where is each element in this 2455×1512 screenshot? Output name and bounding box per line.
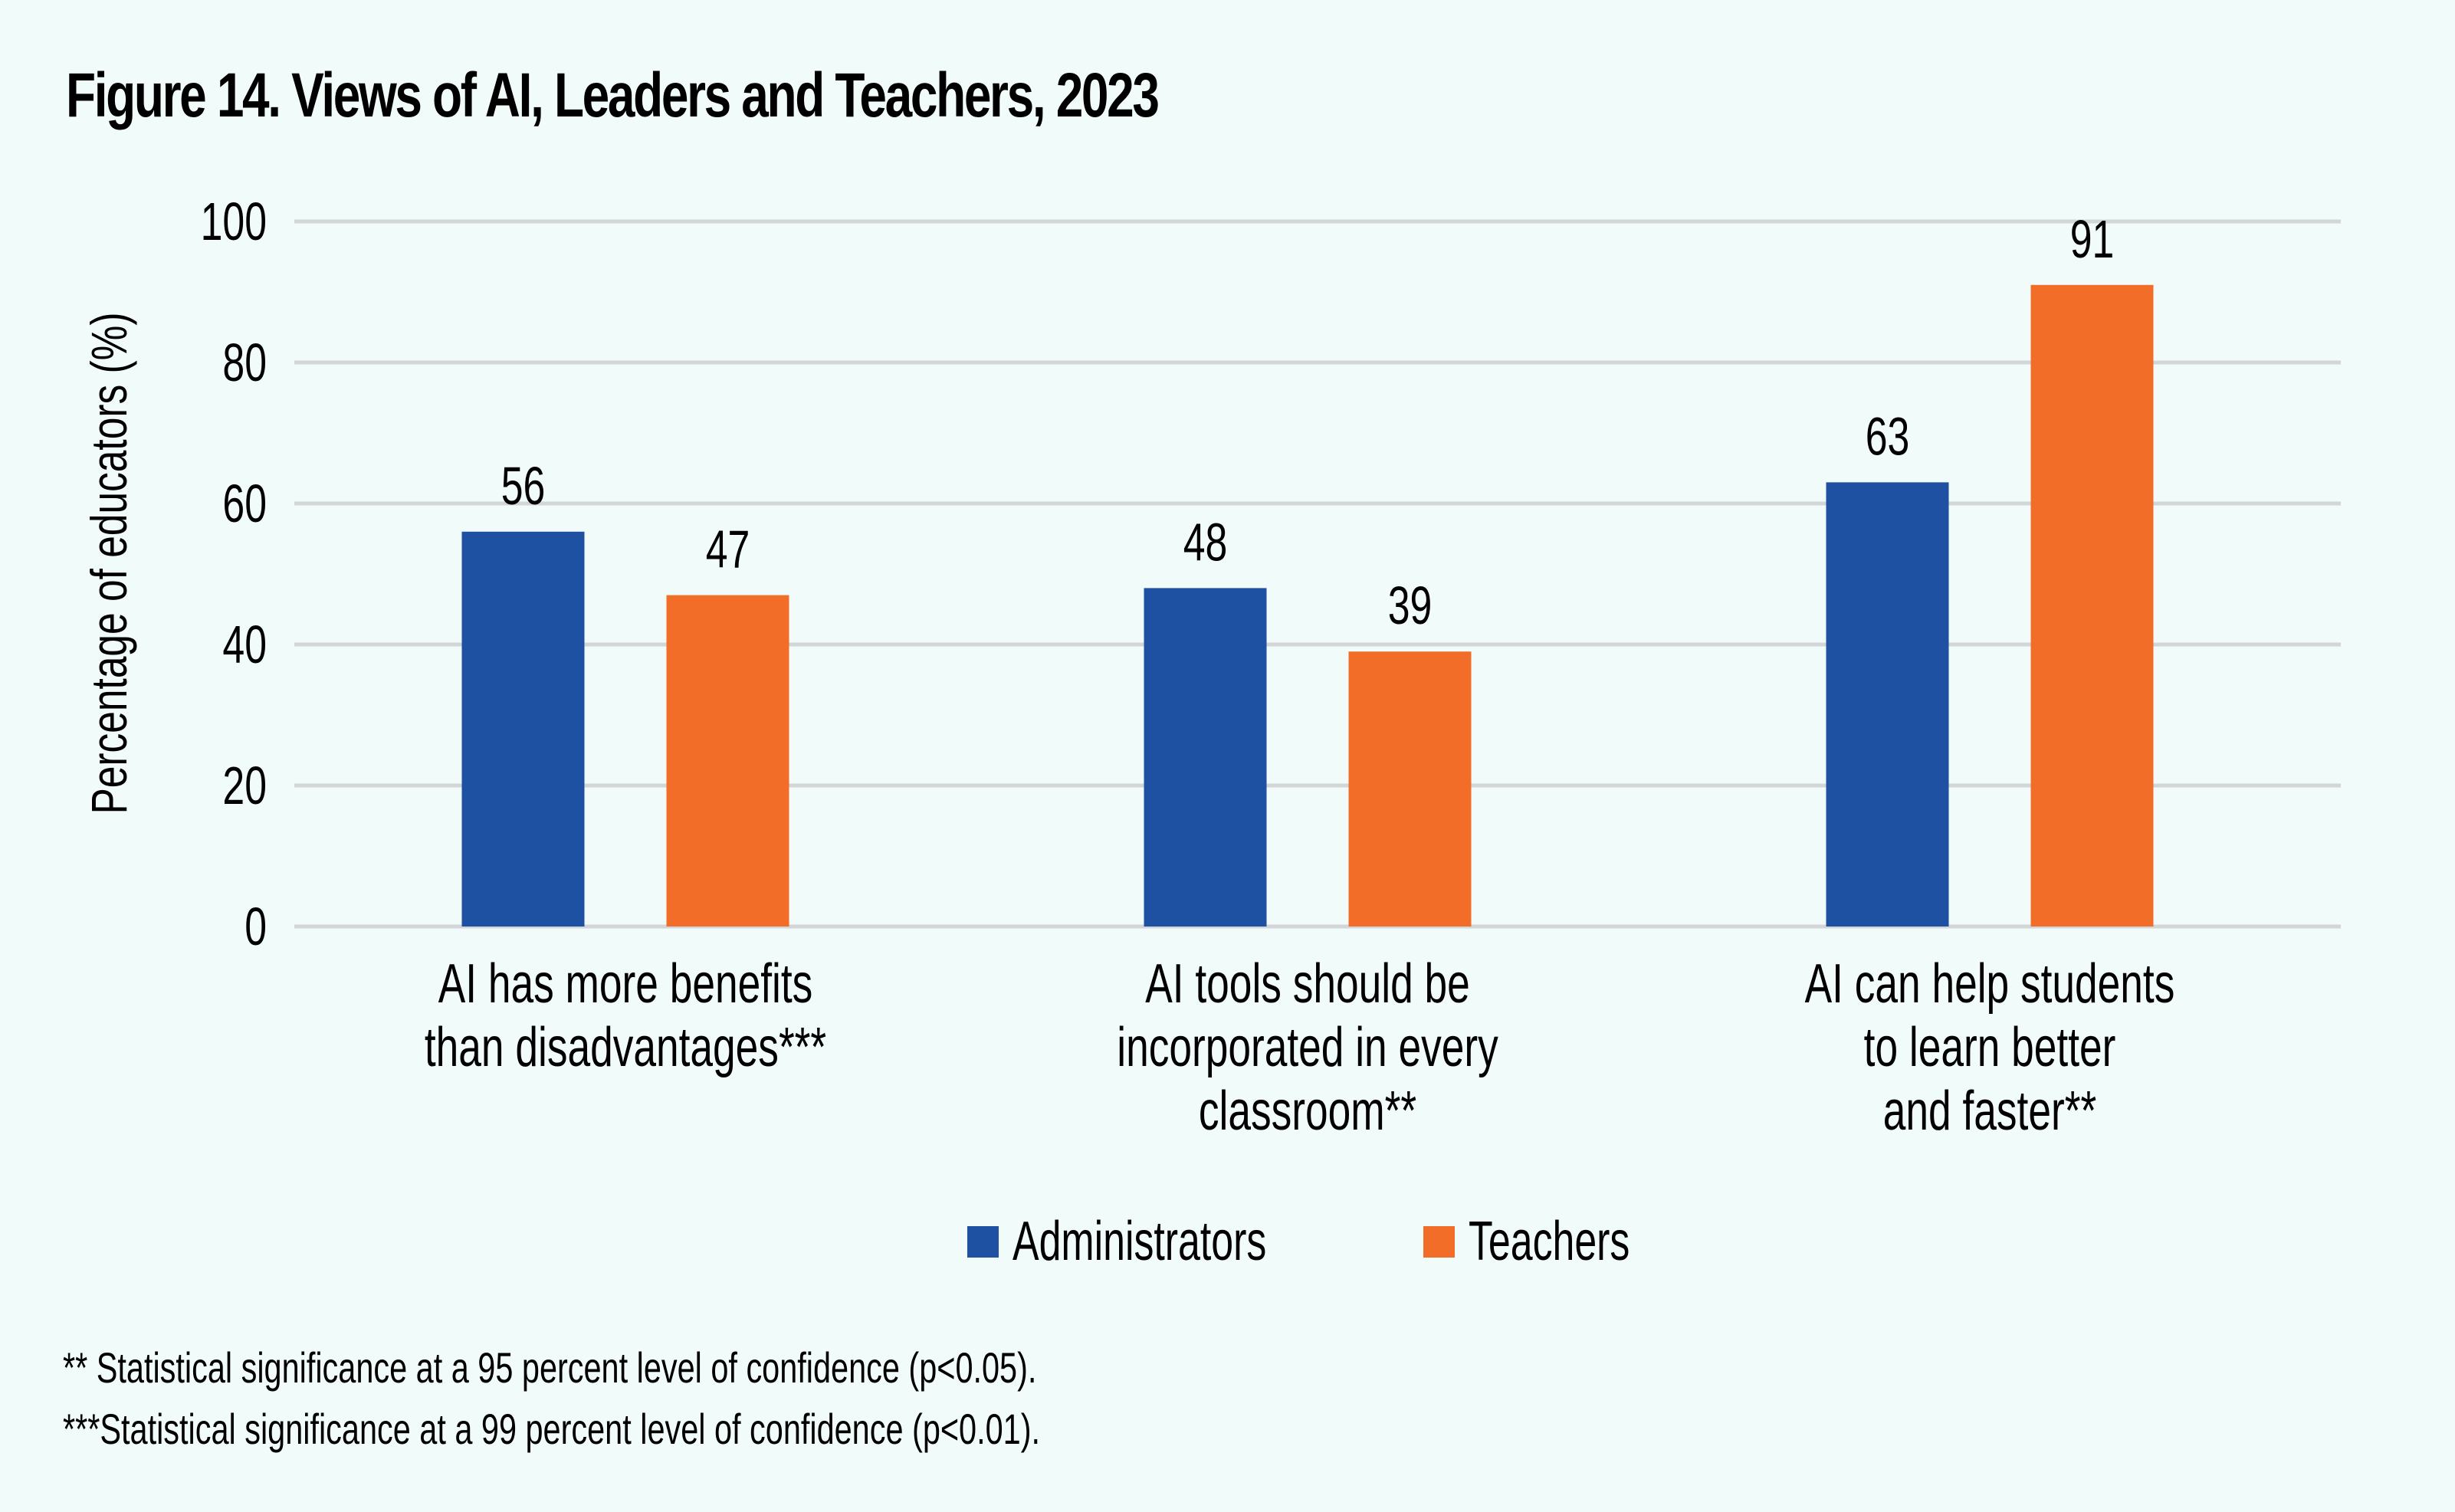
bar-administrators-2 bbox=[1826, 482, 1949, 927]
category-label-2-line-1: to learn better bbox=[1864, 1017, 2116, 1078]
footnote-99-percent: ***Statistical significance at a 99 perc… bbox=[63, 1405, 1041, 1453]
bar-administrators-1 bbox=[1144, 588, 1267, 927]
legend-swatch-administrators bbox=[967, 1225, 999, 1258]
figure-title: Figure 14. Views of AI, Leaders and Teac… bbox=[66, 61, 1160, 130]
data-label-teachers-2: 91 bbox=[2070, 209, 2115, 269]
category-label-1-line-2: classroom** bbox=[1199, 1081, 1416, 1142]
data-label-administrators-1: 48 bbox=[1183, 513, 1228, 572]
y-tick-label: 0 bbox=[245, 897, 267, 956]
y-tick-label: 40 bbox=[222, 615, 267, 674]
legend-swatch-teachers bbox=[1423, 1225, 1455, 1258]
data-label-administrators-2: 63 bbox=[1866, 407, 1910, 467]
data-label-teachers-0: 47 bbox=[706, 520, 750, 579]
bar-teachers-2 bbox=[2030, 284, 2154, 927]
y-tick-label: 20 bbox=[222, 756, 267, 815]
legend: Administrators Teachers bbox=[0, 1203, 2455, 1280]
footnote-95-percent: ** Statistical significance at a 95 perc… bbox=[63, 1343, 1037, 1392]
bars bbox=[461, 284, 2154, 927]
category-label-1-line-1: incorporated in every bbox=[1117, 1017, 1498, 1078]
gridlines bbox=[294, 219, 2341, 929]
category-label-0-line-0: AI has more benefits bbox=[438, 953, 813, 1015]
bar-teachers-1 bbox=[1348, 651, 1472, 927]
y-tick-label: 80 bbox=[222, 333, 267, 392]
legend-item-administrators: Administrators bbox=[967, 1203, 1365, 1280]
y-tick-label: 60 bbox=[222, 474, 267, 533]
y-axis-label: Percentage of educators (%) bbox=[80, 312, 138, 814]
y-tick-label: 100 bbox=[201, 192, 267, 251]
data-labels: 56 47 48 39 63 91 bbox=[501, 209, 2115, 636]
category-label-2-line-0: AI can help students bbox=[1805, 953, 2175, 1015]
legend-label-teachers: Teachers bbox=[1469, 1211, 1630, 1272]
y-axis-ticks: 0 20 40 60 80 100 bbox=[201, 192, 267, 956]
data-label-administrators-0: 56 bbox=[501, 456, 546, 516]
bar-administrators-0 bbox=[461, 531, 585, 927]
category-label-2-line-2: and faster** bbox=[1883, 1081, 2096, 1142]
category-label-0-line-1: than disadvantages*** bbox=[425, 1017, 826, 1078]
data-label-teachers-1: 39 bbox=[1388, 576, 1433, 636]
category-label-1-line-0: AI tools should be bbox=[1145, 953, 1470, 1015]
legend-label-administrators: Administrators bbox=[1013, 1211, 1267, 1272]
bar-teachers-0 bbox=[666, 595, 789, 927]
legend-item-teachers: Teachers bbox=[1423, 1203, 1692, 1280]
